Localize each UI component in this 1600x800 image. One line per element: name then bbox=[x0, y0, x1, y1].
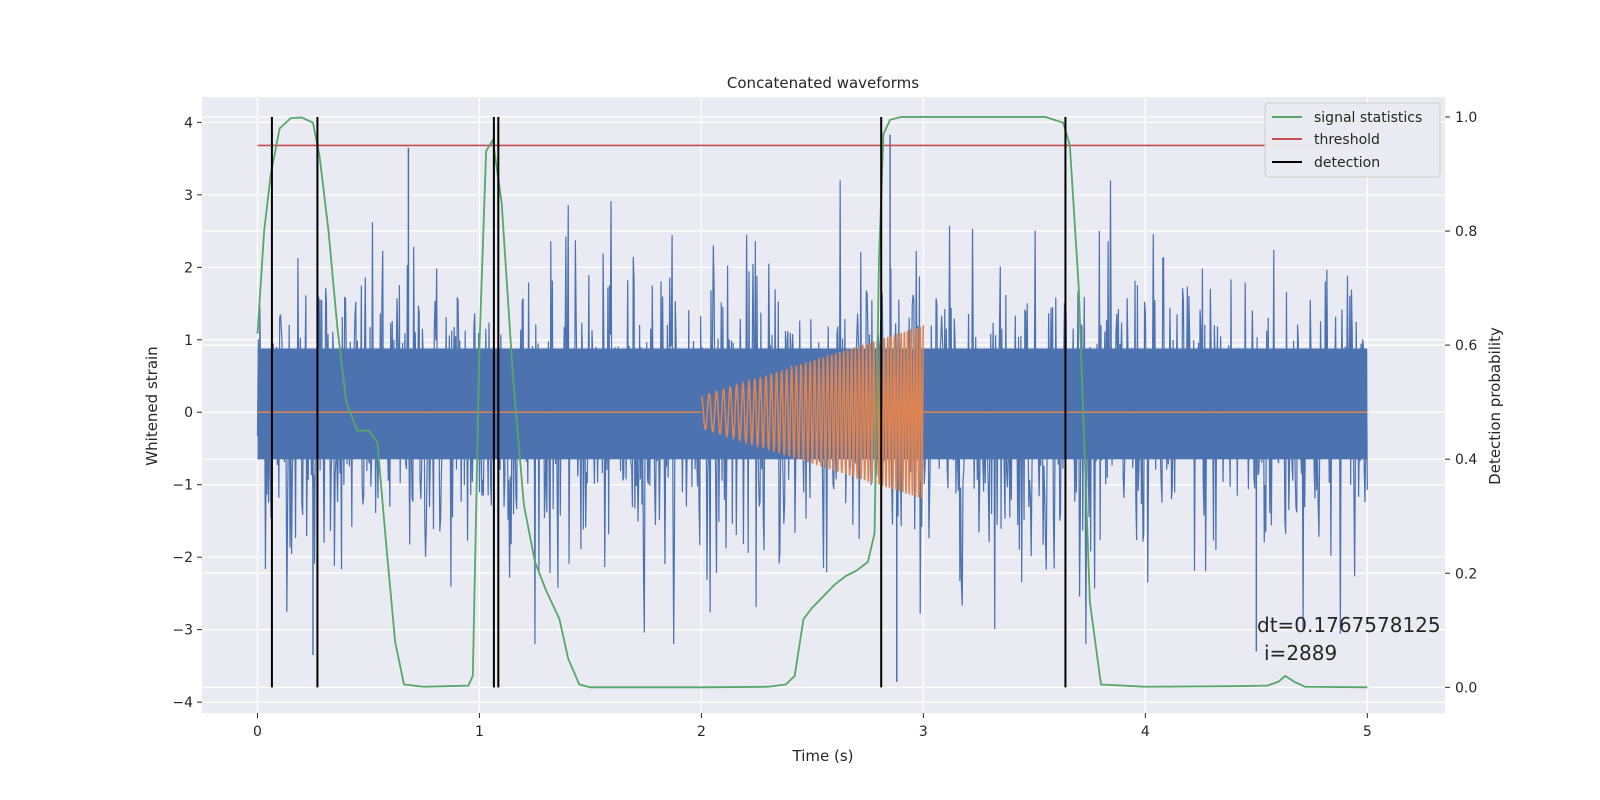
detection-lines bbox=[270, 116, 1067, 688]
injection-chirp bbox=[700, 325, 925, 499]
y-left-tick-label: 0 bbox=[184, 405, 193, 421]
y-left-tick-label: 1 bbox=[184, 333, 193, 349]
x-tick-label: 0 bbox=[253, 724, 262, 740]
y-right-tick-label: 0.0 bbox=[1455, 680, 1477, 696]
legend-signal-statistics-label: signal statistics bbox=[1314, 110, 1422, 126]
y-right-tick-label: 0.2 bbox=[1455, 566, 1477, 582]
y-right-tick-label: 1.0 bbox=[1455, 110, 1477, 126]
axis-ticks: 0 1 2 3 4 5 −4 −3 −2 −1 0 1 2 3 4 0.0 0.2 0.4 0.6 0.8 1.0 bbox=[172, 110, 1477, 740]
x-axis-label: Time (s) bbox=[792, 747, 854, 765]
signal-statistics-path bbox=[256, 116, 1368, 689]
y-axis-label-right: Detection probability bbox=[1486, 327, 1504, 485]
legend-box bbox=[1264, 102, 1441, 178]
y-axis-label-left: Whitened strain bbox=[143, 346, 161, 465]
y-right-tick-label: 0.4 bbox=[1455, 452, 1477, 468]
y-left-tick-label: 2 bbox=[184, 260, 193, 276]
y-right-tick-label: 0.6 bbox=[1455, 338, 1477, 354]
signal-statistics-line bbox=[256, 116, 1368, 689]
y-left-tick-label: −1 bbox=[172, 478, 193, 494]
y-left-tick-label: 3 bbox=[184, 188, 193, 204]
y-right-tick-label: 0.8 bbox=[1455, 224, 1477, 240]
annotation-dt: dt=0.1767578125 bbox=[1257, 613, 1441, 637]
x-tick-label: 3 bbox=[919, 724, 928, 740]
legend-detection-label: detection bbox=[1314, 155, 1380, 171]
y-left-tick-label: −3 bbox=[172, 623, 193, 639]
x-tick-label: 2 bbox=[697, 724, 706, 740]
x-tick-label: 1 bbox=[475, 724, 484, 740]
y-left-tick-label: −2 bbox=[172, 550, 193, 566]
annotation-i: i=2889 bbox=[1264, 641, 1337, 665]
x-tick-label: 4 bbox=[1141, 724, 1150, 740]
y-left-tick-label: −4 bbox=[172, 695, 193, 711]
legend-threshold-label: threshold bbox=[1314, 132, 1380, 148]
y-left-tick-label: 4 bbox=[184, 115, 193, 131]
legend: signal statistics threshold detection bbox=[1264, 102, 1441, 178]
chart-title: Concatenated waveforms bbox=[727, 74, 919, 92]
x-tick-label: 5 bbox=[1363, 724, 1372, 740]
injection-waveform bbox=[257, 325, 1368, 499]
